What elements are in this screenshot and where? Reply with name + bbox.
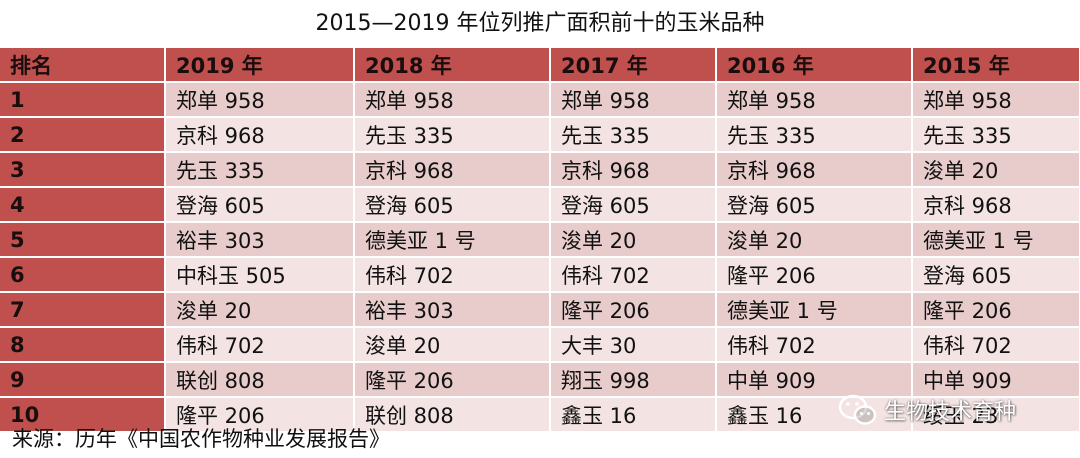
variety-cell: 登海 605 (912, 257, 1080, 293)
variety-cell: 浚单 20 (550, 222, 717, 258)
variety-cell: 裕丰 303 (354, 292, 551, 328)
table-row: 10 隆平 206 联创 808 鑫玉 16 鑫玉 16 绥玉 23 (0, 397, 1080, 433)
rank-cell: 9 (0, 362, 166, 398)
source-note: 来源：历年《中国农作物种业发展报告》 (12, 427, 390, 451)
header-2016: 2016 年 (716, 48, 913, 83)
table-row: 6 中科玉 505 伟科 702 伟科 702 隆平 206 登海 605 (0, 257, 1080, 293)
rank-cell: 5 (0, 222, 166, 258)
variety-cell: 隆平 206 (716, 257, 913, 293)
variety-cell: 伟科 702 (716, 327, 913, 363)
table-row: 3 先玉 335 京科 968 京科 968 京科 968 浚单 20 (0, 152, 1080, 188)
variety-cell: 伟科 702 (354, 257, 551, 293)
table-header-row: 排名 2019 年 2018 年 2017 年 2016 年 2015 年 (0, 48, 1080, 83)
page-title: 2015—2019 年位列推广面积前十的玉米品种 (315, 11, 765, 36)
variety-cell: 京科 968 (716, 152, 913, 188)
variety-cell: 郑单 958 (550, 82, 717, 118)
variety-cell: 先玉 335 (165, 152, 355, 188)
variety-cell: 浚单 20 (912, 152, 1080, 188)
variety-cell: 京科 968 (354, 152, 551, 188)
variety-cell: 伟科 702 (165, 327, 355, 363)
header-2017: 2017 年 (550, 48, 717, 83)
rank-cell: 3 (0, 152, 166, 188)
table-row: 8 伟科 702 浚单 20 大丰 30 伟科 702 伟科 702 (0, 327, 1080, 363)
variety-cell: 翔玉 998 (550, 362, 717, 398)
rank-cell: 1 (0, 82, 166, 118)
header-2018: 2018 年 (354, 48, 551, 83)
header-2019: 2019 年 (165, 48, 355, 83)
variety-cell: 京科 968 (550, 152, 717, 188)
variety-cell: 郑单 958 (165, 82, 355, 118)
variety-cell: 先玉 335 (912, 117, 1080, 153)
variety-cell: 裕丰 303 (165, 222, 355, 258)
variety-cell: 联创 808 (165, 362, 355, 398)
rank-cell: 8 (0, 327, 166, 363)
variety-cell: 德美亚 1 号 (716, 292, 913, 328)
variety-cell: 伟科 702 (550, 257, 717, 293)
variety-cell: 隆平 206 (354, 362, 551, 398)
table-row: 7 浚单 20 裕丰 303 隆平 206 德美亚 1 号隆平 206 (0, 292, 1080, 328)
table-row: 5 裕丰 303 德美亚 1 号浚单 20 浚单 20 德美亚 1 号 (0, 222, 1080, 258)
rank-cell: 6 (0, 257, 166, 293)
variety-cell: 绥玉 23 (912, 397, 1080, 433)
table-row: 1 郑单 958 郑单 958 郑单 958 郑单 958 郑单 958 (0, 82, 1080, 118)
variety-cell: 郑单 958 (354, 82, 551, 118)
watermark: 生物技术育种 (838, 388, 1016, 432)
header-rank: 排名 (0, 48, 166, 83)
variety-cell: 中单 909 (716, 362, 913, 398)
variety-cell: 先玉 335 (550, 117, 717, 153)
variety-cell: 登海 605 (354, 187, 551, 223)
rank-cell: 7 (0, 292, 166, 328)
variety-cell: 浚单 20 (716, 222, 913, 258)
header-2015: 2015 年 (912, 48, 1080, 83)
table-row: 2 京科 968 先玉 335 先玉 335 先玉 335 先玉 335 (0, 117, 1080, 153)
rank-cell: 2 (0, 117, 166, 153)
variety-cell: 登海 605 (165, 187, 355, 223)
variety-cell: 隆平 206 (912, 292, 1080, 328)
wechat-icon (838, 394, 877, 425)
variety-cell: 隆平 206 (550, 292, 717, 328)
rank-cell: 10 (0, 397, 166, 433)
variety-cell: 浚单 20 (354, 327, 551, 363)
variety-cell: 登海 605 (716, 187, 913, 223)
rank-cell: 4 (0, 187, 166, 223)
variety-cell: 中单 909 (912, 362, 1080, 398)
variety-cell: 京科 968 (165, 117, 355, 153)
variety-cell: 郑单 958 (912, 82, 1080, 118)
variety-cell: 登海 605 (550, 187, 717, 223)
variety-cell: 先玉 335 (354, 117, 551, 153)
variety-cell: 先玉 335 (716, 117, 913, 153)
variety-cell: 伟科 702 (912, 327, 1080, 363)
variety-cell: 鑫玉 16 (550, 397, 717, 433)
variety-cell: 隆平 206 (165, 397, 355, 433)
variety-cell: 联创 808 (354, 397, 551, 433)
variety-cell: 京科 968 (912, 187, 1080, 223)
variety-cell: 大丰 30 (550, 327, 717, 363)
watermark-text: 生物技术育种 (884, 400, 1017, 425)
table-row: 9 联创 808 隆平 206 翔玉 998 中单 909 中单 909 (0, 362, 1080, 398)
variety-cell: 浚单 20 (165, 292, 355, 328)
variety-cell: 鑫玉 16 (716, 397, 913, 433)
variety-cell: 郑单 958 (716, 82, 913, 118)
variety-cell: 德美亚 1 号 (912, 222, 1080, 258)
variety-cell: 中科玉 505 (165, 257, 355, 293)
table-row: 4 登海 605 登海 605 登海 605 登海 605 京科 968 (0, 187, 1080, 223)
variety-cell: 德美亚 1 号 (354, 222, 551, 258)
